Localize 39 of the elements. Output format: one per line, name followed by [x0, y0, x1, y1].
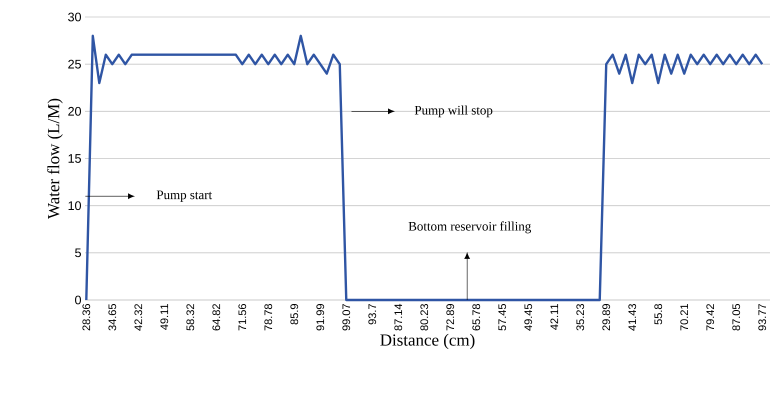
x-tick-label: 80.23	[420, 304, 428, 330]
x-tick-label: 79.42	[706, 304, 714, 330]
x-tick-label: 91.99	[316, 304, 324, 330]
x-tick-label: 42.32	[134, 304, 142, 331]
annotation: Pump will stop	[414, 105, 492, 118]
annotation: Pump start	[156, 190, 212, 202]
x-tick-label: 72.89	[446, 304, 454, 330]
y-tick-label: 25	[68, 60, 81, 69]
y-tick-label: 10	[68, 201, 81, 210]
annotation: Bottom reservoir filling	[408, 221, 532, 234]
x-tick-label: 93.77	[758, 304, 766, 330]
x-tick-label: 99.07	[342, 304, 350, 330]
y-tick-label: 5	[75, 248, 81, 258]
x-tick-label: 35.23	[576, 304, 584, 331]
y-tick-label: 15	[68, 154, 81, 163]
x-tick-label: 57.45	[498, 304, 506, 331]
y-tick-label: 0	[75, 296, 81, 304]
x-tick-label: 49.45	[524, 304, 532, 331]
x-tick-label: 41.43	[628, 304, 636, 331]
x-tick-label: 93.7	[368, 304, 376, 324]
x-tick-label: 29.89	[602, 304, 610, 330]
x-tick-label: 70.21	[680, 304, 688, 330]
x-axis-title: Distance (cm)	[380, 334, 474, 350]
x-tick-label: 55.8	[654, 304, 662, 324]
y-tick-label: 30	[68, 12, 81, 22]
x-tick-label: 87.14	[394, 304, 402, 330]
x-tick-label: 58.32	[186, 304, 194, 331]
x-tick-label: 71.56	[238, 304, 246, 330]
x-tick-label: 65.78	[472, 304, 480, 330]
y-axis-title: Water flow (L/M)	[47, 98, 63, 219]
x-tick-label: 64.82	[212, 304, 220, 330]
x-tick-label: 87.05	[732, 304, 740, 330]
x-tick-label: 34.65	[108, 304, 116, 331]
y-tick-label: 20	[68, 106, 81, 116]
x-tick-label: 49.11	[160, 304, 168, 330]
x-tick-label: 28.36	[82, 304, 90, 330]
x-tick-label: 78.78	[264, 304, 272, 330]
x-tick-label: 42.11	[550, 304, 558, 330]
x-tick-label: 85.9	[290, 304, 298, 324]
